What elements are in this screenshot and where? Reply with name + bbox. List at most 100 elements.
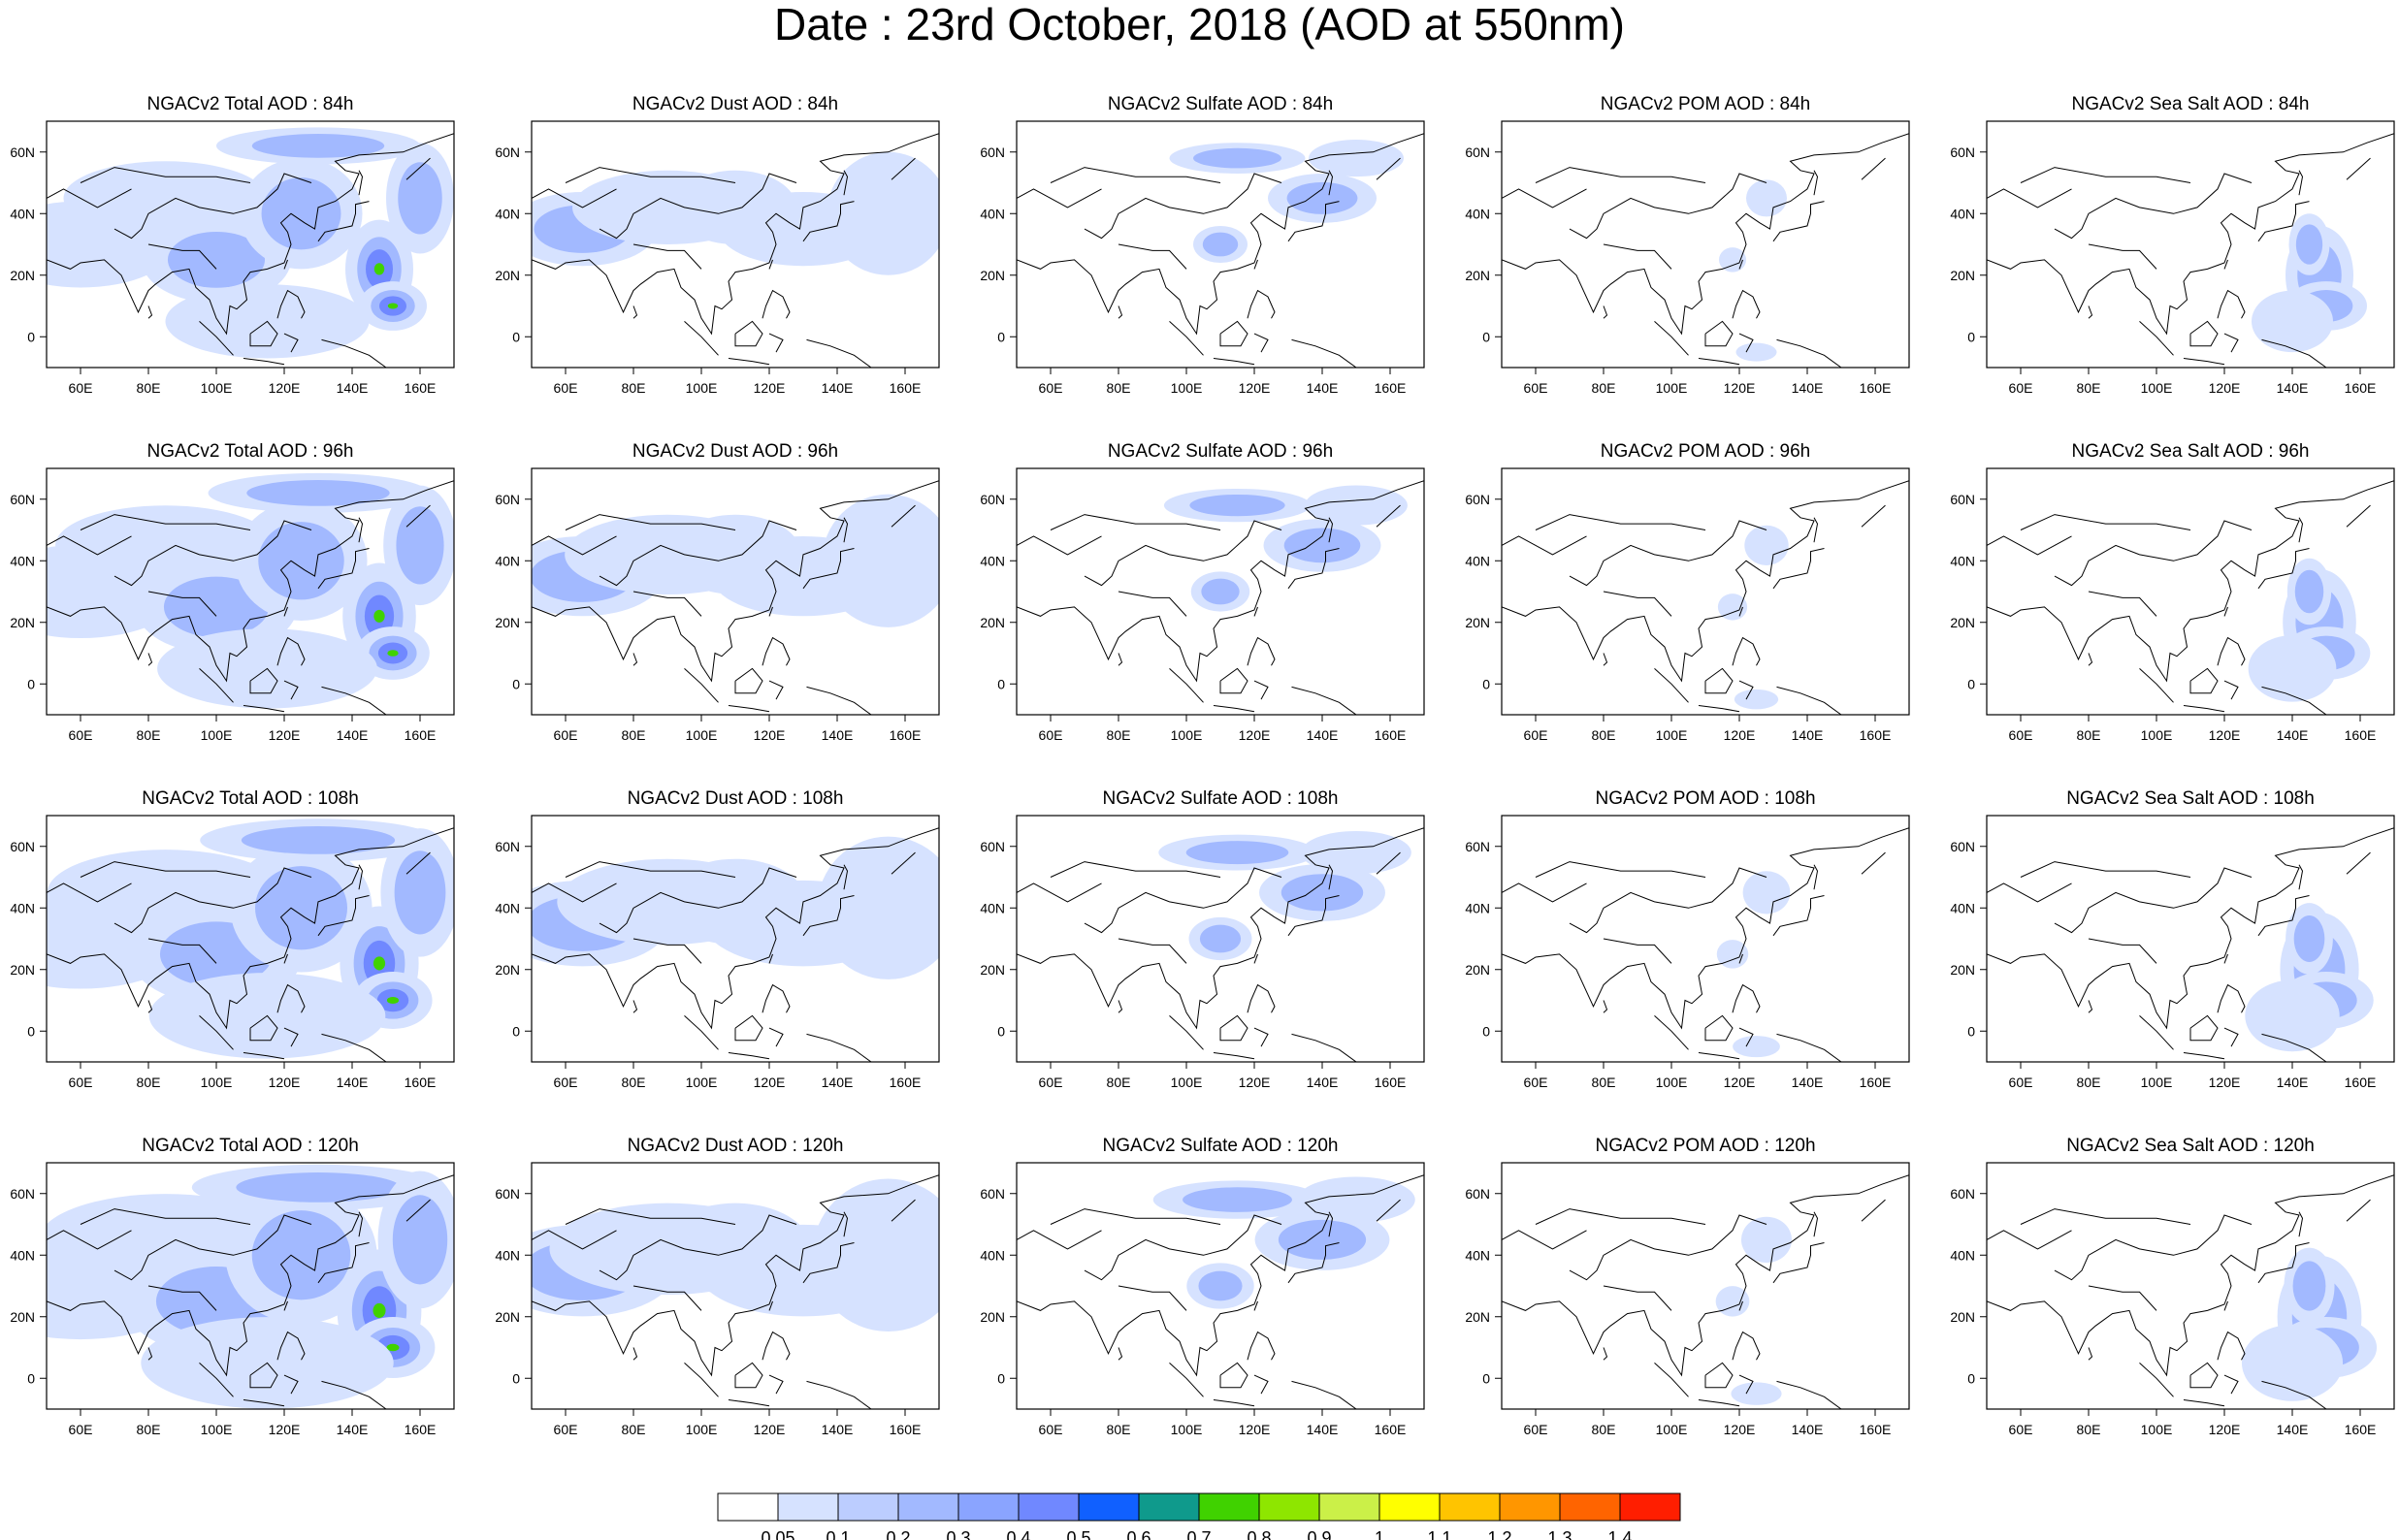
colorbar-label: 0.5 [1066,1528,1090,1540]
colorbar-label: 0.7 [1186,1528,1211,1540]
lon-tick-label: 140E [337,380,369,396]
lon-tick-label: 120E [2209,1075,2241,1090]
coastline [1050,167,1221,183]
lon-tick-label: 120E [2209,380,2241,396]
lon-tick-label: 100E [686,727,718,743]
colorbar-label: 1.2 [1487,1528,1511,1540]
coastline [283,1300,288,1311]
lon-tick-label: 120E [1724,727,1756,743]
lon-tick-label: 140E [2277,727,2309,743]
aod-plume-mid [167,231,266,288]
lat-tick-label: 60N [1950,1186,1975,1202]
lon-tick-label: 80E [2077,380,2101,396]
lat-tick-label: 20N [980,268,1005,283]
lon-tick-label: 60E [2009,1422,2033,1437]
coastline [768,953,773,964]
aod-plume-outer [1716,940,1749,969]
map-frame [1986,815,2395,1063]
coastline [113,867,312,934]
lat-tick-label: 60N [495,492,520,507]
lon-tick-label: 60E [1524,1422,1548,1437]
aod-plume-mid [1202,232,1239,257]
coastline [2088,653,2093,666]
lon-tick-label: 120E [754,1075,786,1090]
colorbar-label: 0.05 [761,1528,794,1540]
aod-plume-mid [2294,569,2324,614]
coastline [684,1015,719,1050]
coastline [599,867,797,934]
coastline [1813,864,1819,890]
lat-tick-label: 60N [495,144,520,160]
coastline [249,320,278,347]
lat-tick-label: 40N [1950,553,1975,568]
coastline [2261,686,2327,715]
lon-tick-label: 120E [1239,380,1271,396]
coastline [768,680,784,700]
lat-tick-label: 40N [495,900,520,915]
colorbar-swatch [897,1492,959,1522]
colorbar-label: 1 [1375,1528,1384,1540]
colorbar-label: 0.8 [1247,1528,1271,1540]
lon-tick-label: 140E [2277,1422,2309,1437]
map-frame [1986,467,2395,716]
coastline [321,1380,387,1409]
coastline [147,1347,153,1361]
map-frame [46,120,455,369]
lon-tick-label: 160E [405,1422,437,1437]
aod-plume-mid [236,1172,401,1203]
coastline [1987,1230,2072,1250]
aod-plume-mid [2292,1261,2326,1311]
map-frame [531,467,940,716]
aod-plume-mid [398,162,442,235]
lon-tick-label: 160E [405,1075,437,1090]
coastline [2298,1211,2304,1237]
coastline [1603,653,1608,666]
aod-plume-peak [386,996,400,1005]
aod-plume-peak [387,303,399,309]
coastline [2088,591,2157,617]
lat-tick-label: 40N [10,553,35,568]
lat-tick-label: 0 [997,1023,1005,1039]
coastline [358,1211,364,1237]
aod-field [532,133,939,368]
lon-tick-label: 80E [137,727,161,743]
aod-plume-outer [817,836,939,979]
coastline [1253,680,1269,700]
panel-title: NGACv2 POM AOD : 108h [1595,788,1815,809]
coastline [891,851,916,875]
coastline [2261,338,2327,368]
aod-field [1017,480,1424,715]
coastline [1017,188,1102,209]
lon-tick-label: 160E [1860,380,1892,396]
coastline [532,1230,617,1250]
coastline [147,1285,217,1311]
aod-plume-peak [386,1343,400,1352]
coastline [1732,636,1761,666]
coastline [532,188,617,209]
panel-title: NGACv2 POM AOD : 84h [1601,94,1810,114]
lon-tick-label: 80E [1107,1075,1131,1090]
aod-field [1502,480,1909,715]
coastline [1861,1199,1886,1222]
map-panel: NGACv2 POM AOD : 120h 60E 80E 100E 120E 140E 1… [1465,1136,1910,1437]
coastline [147,243,217,270]
lon-tick-label: 120E [2209,727,2241,743]
coastline [2189,1362,2219,1389]
coastline [1328,517,1334,543]
aod-plume-outer [1715,1286,1750,1317]
coastline [2257,201,2310,242]
panel-title: NGACv2 Total AOD : 96h [147,441,354,462]
coastline [1118,591,1187,617]
lat-tick-label: 0 [1482,329,1490,344]
lon-tick-label: 60E [1524,1075,1548,1090]
lon-tick-label: 120E [269,380,301,396]
lon-tick-label: 80E [622,727,646,743]
lon-tick-label: 60E [554,380,578,396]
coastline [1502,133,1909,336]
coastline [2020,514,2191,530]
lon-tick-label: 60E [69,380,93,396]
colorbar-label: 0.4 [1006,1528,1030,1540]
coastline [1987,133,2394,336]
coastline [358,864,364,890]
coastline [1502,480,1909,683]
